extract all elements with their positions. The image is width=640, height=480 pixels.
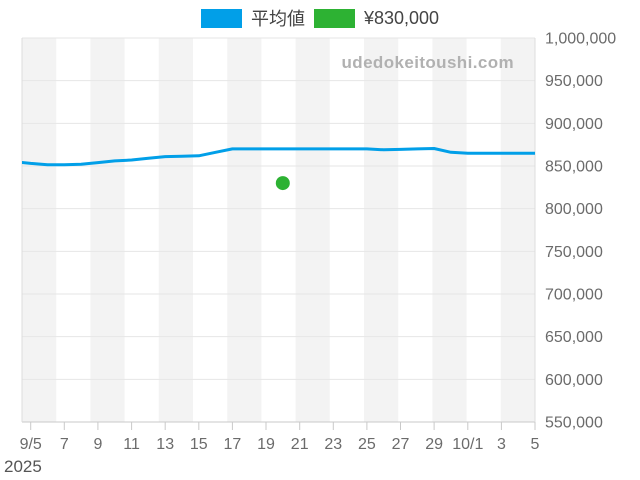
x-axis-label: 17	[224, 436, 242, 453]
legend-item-average[interactable]: 平均値	[200, 5, 305, 31]
y-axis-label: 900,000	[545, 116, 603, 133]
x-axis-label: 27	[392, 436, 410, 453]
x-axis-label: 11	[123, 436, 140, 453]
chart-legend: 平均値 ¥830,000	[0, 6, 640, 30]
x-axis-label: 10/1	[452, 436, 483, 453]
legend-label-price-point: ¥830,000	[363, 7, 440, 28]
plot-band	[90, 38, 125, 422]
plot-band	[158, 38, 193, 422]
x-axis-label: 25	[358, 436, 376, 453]
y-axis-label: 800,000	[545, 201, 603, 218]
y-axis-label: 950,000	[545, 73, 603, 90]
x-axis-label: 5	[531, 436, 540, 453]
y-axis-label: 600,000	[545, 372, 603, 389]
plot-band	[227, 38, 262, 422]
y-axis-label: 750,000	[545, 244, 603, 261]
x-axis-label: 9/5	[20, 436, 42, 453]
x-axis-label: 13	[156, 436, 174, 453]
average-series-swatch-icon	[200, 8, 242, 28]
y-axis-label: 550,000	[545, 415, 603, 432]
x-axis-label: 19	[257, 436, 275, 453]
legend-label-average: 平均値	[250, 9, 305, 29]
y-axis-label: 700,000	[545, 287, 603, 304]
plot-band	[432, 38, 467, 422]
x-axis-label: 9	[93, 436, 102, 453]
x-axis-year-label: 2025	[4, 457, 42, 476]
x-axis-label: 7	[60, 436, 69, 453]
plot-band	[364, 38, 399, 422]
x-axis-label: 21	[291, 436, 309, 453]
price-point-swatch-icon	[313, 8, 355, 28]
x-axis-label: 3	[497, 436, 506, 453]
x-axis-label: 23	[324, 436, 342, 453]
price-point-marker[interactable]	[275, 176, 290, 191]
x-axis-label: 29	[425, 436, 443, 453]
y-axis-label: 650,000	[545, 329, 603, 346]
plot-band	[500, 38, 535, 422]
legend-item-price-point[interactable]: ¥830,000	[313, 7, 440, 29]
x-axis-label: 15	[190, 436, 208, 453]
y-axis-label: 1,000,000	[545, 31, 616, 48]
average-line-series	[22, 147, 535, 167]
watermark: udedokeitoushi.com	[341, 53, 514, 72]
plot-band	[22, 38, 57, 422]
plot-band	[295, 38, 330, 422]
y-axis-label: 850,000	[545, 159, 603, 176]
